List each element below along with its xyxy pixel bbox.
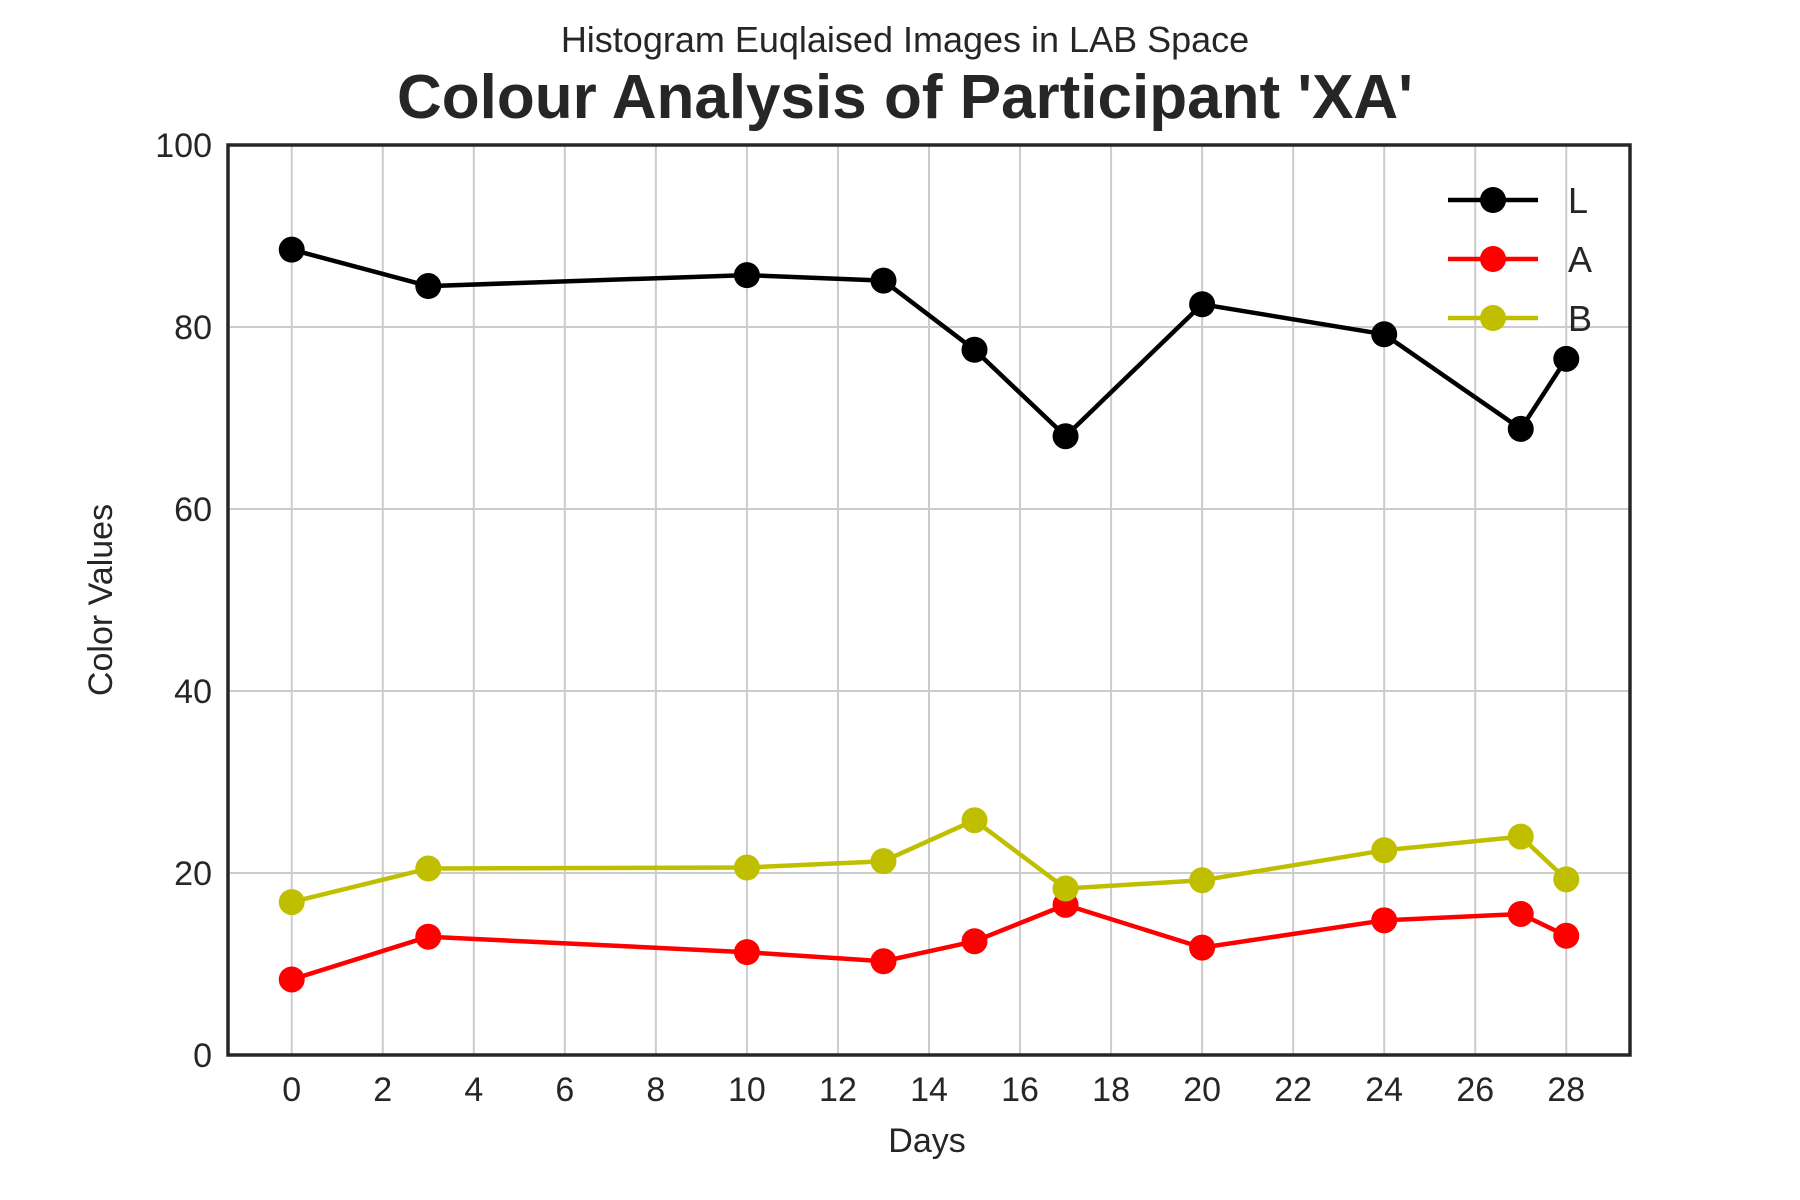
x-tick-label: 26 [1456,1071,1494,1109]
x-tick-label: 0 [282,1071,301,1109]
data-point-a [961,928,988,955]
series-line-b [291,817,1568,905]
x-tick-label: 10 [728,1071,766,1109]
data-point-a [415,923,442,950]
x-tick-label: 20 [1183,1071,1221,1109]
data-point-b [733,854,760,881]
x-axis-label: Days [888,1122,965,1160]
x-tick-label: 8 [646,1071,665,1109]
data-point-a [278,966,305,993]
y-tick-label: 20 [174,855,212,893]
legend-item-l: L [1448,180,1588,221]
legend-label-a: A [1568,239,1592,280]
series-a [278,891,1580,993]
data-point-l [278,236,305,263]
series-b [278,807,1580,916]
x-tick-label: 18 [1092,1071,1130,1109]
x-tick-label: 24 [1365,1071,1403,1109]
x-tick-label: 14 [910,1071,948,1109]
x-tick-label: 28 [1547,1071,1585,1109]
y-tick-label: 0 [193,1037,212,1075]
legend: LAB [1448,180,1592,339]
data-point-l [870,267,897,294]
x-tick-label: 6 [555,1071,574,1109]
legend-marker-l [1480,187,1506,213]
x-tick-label: 12 [819,1071,857,1109]
data-point-a [1553,922,1580,949]
x-tick-label: 16 [1001,1071,1039,1109]
legend-marker-b [1480,305,1506,331]
series-line-a [291,902,1568,982]
data-point-b [961,807,988,834]
data-point-b [1052,875,1079,902]
x-tick-label: 22 [1274,1071,1312,1109]
data-point-l [961,336,988,363]
data-point-b [1189,867,1216,894]
data-point-l [1189,291,1216,318]
y-tick-label: 100 [155,127,212,165]
data-point-b [870,848,897,875]
y-tick-label: 80 [174,309,212,347]
y-tick-label: 40 [174,673,212,711]
data-point-l [1052,423,1079,450]
series-l [278,236,1580,450]
data-point-a [1371,907,1398,934]
legend-item-a: A [1448,239,1592,280]
data-point-l [1371,321,1398,348]
series-line-l [291,247,1569,439]
data-point-l [1553,345,1580,372]
legend-label-l: L [1568,180,1588,221]
chart-subtitle: Histogram Euqlaised Images in LAB Space [561,19,1249,60]
x-tick-label: 2 [373,1071,392,1109]
data-point-b [1371,837,1398,864]
y-tick-label: 60 [174,491,212,529]
data-point-l [733,262,760,289]
data-point-a [733,939,760,966]
data-point-a [1189,934,1216,961]
data-point-a [870,948,897,975]
data-point-b [278,889,305,916]
plot-frame [226,143,1632,1057]
data-point-b [415,855,442,882]
x-tick-label: 4 [464,1071,483,1109]
legend-marker-a [1480,246,1506,272]
legend-item-b: B [1448,298,1592,339]
data-point-b [1507,823,1534,850]
data-point-l [1507,415,1534,442]
series-layer [278,236,1580,993]
data-point-l [415,273,442,300]
chart-title: Colour Analysis of Participant 'XA' [397,63,1413,132]
y-axis-label: Color Values [82,504,120,696]
legend-label-b: B [1568,298,1592,339]
data-point-a [1507,900,1534,927]
data-point-b [1553,866,1580,893]
